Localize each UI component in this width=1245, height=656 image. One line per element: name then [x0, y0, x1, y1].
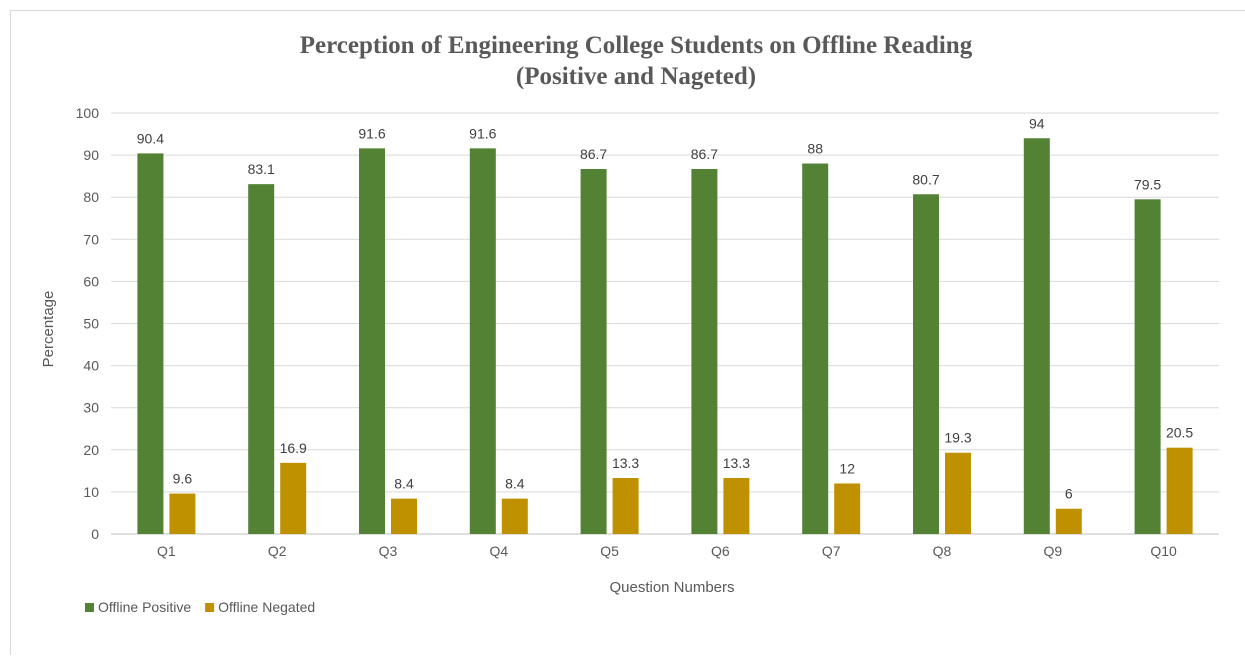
- x-tick-label: Q7: [822, 543, 841, 559]
- y-tick-label: 100: [76, 105, 100, 121]
- x-axis-ticks: Q1 Q2 Q3 Q4 Q5 Q6 Q7 Q8 Q9 Q10: [157, 543, 1177, 559]
- bar: [612, 478, 639, 534]
- x-axis-title: Question Numbers: [609, 579, 734, 596]
- legend-label: Offline Positive: [98, 599, 191, 615]
- chart-title: Perception of Engineering College Studen…: [300, 32, 973, 59]
- data-label: 86.7: [691, 146, 718, 162]
- bar: [248, 184, 275, 535]
- bars: [137, 138, 1193, 535]
- x-tick-label: Q4: [489, 543, 508, 559]
- data-label: 19.3: [944, 430, 971, 446]
- y-tick-label: 10: [83, 484, 99, 500]
- bar: [1023, 138, 1050, 534]
- y-axis-title: Percentage: [40, 291, 57, 368]
- data-label: 8.4: [505, 476, 525, 492]
- bar: [1055, 508, 1082, 534]
- data-label: 16.9: [280, 440, 307, 456]
- bar: [501, 498, 528, 534]
- data-label: 13.3: [723, 455, 750, 471]
- data-label: 6: [1065, 486, 1073, 502]
- data-label: 83.1: [248, 161, 275, 177]
- y-tick-label: 50: [83, 316, 99, 332]
- x-tick-label: Q9: [1043, 543, 1062, 559]
- bar: [169, 493, 196, 534]
- bar: [469, 148, 496, 534]
- data-label: 80.7: [912, 171, 939, 187]
- bar: [945, 452, 971, 534]
- data-label: 86.7: [580, 146, 607, 162]
- y-tick-label: 0: [91, 526, 99, 542]
- bar: [137, 153, 164, 534]
- y-tick-label: 60: [83, 273, 99, 289]
- bar-chart: Perception of Engineering College Studen…: [40, 32, 1219, 615]
- y-tick-label: 30: [83, 400, 99, 416]
- x-tick-label: Q10: [1150, 543, 1177, 559]
- bar: [834, 483, 861, 534]
- data-label: 91.6: [469, 125, 496, 141]
- data-label: 79.5: [1134, 176, 1161, 192]
- bar: [723, 478, 750, 534]
- y-tick-label: 80: [83, 189, 99, 205]
- chart-subtitle: (Positive and Nageted): [516, 63, 756, 90]
- bar: [802, 163, 829, 534]
- x-tick-label: Q2: [268, 543, 287, 559]
- data-labels: 90.4 9.6 83.1 16.9 91.6 8.4 91.6 8.4 86.7 13.3 86.…: [137, 115, 1194, 501]
- y-axis-ticks: 0 10 20 30 40 50 60 70 80 90 100: [76, 105, 100, 542]
- data-label: 9.6: [173, 471, 193, 487]
- y-tick-label: 40: [83, 358, 99, 374]
- bar: [280, 462, 307, 534]
- legend: Offline Positive Offline Negated: [85, 599, 315, 615]
- legend-swatch: [85, 603, 94, 612]
- x-tick-label: Q1: [157, 543, 176, 559]
- x-tick-label: Q8: [933, 543, 952, 559]
- gridlines: [111, 112, 1219, 535]
- data-label: 88: [807, 141, 823, 157]
- x-tick-label: Q3: [379, 543, 398, 559]
- data-label: 91.6: [358, 125, 385, 141]
- data-label: 13.3: [612, 455, 639, 471]
- data-label: 90.4: [137, 130, 164, 146]
- x-tick-label: Q6: [711, 543, 730, 559]
- bar: [359, 148, 385, 534]
- y-tick-label: 90: [83, 147, 99, 163]
- bar: [391, 498, 417, 534]
- bar: [913, 194, 939, 535]
- data-label: 94: [1029, 115, 1045, 131]
- data-label: 8.4: [394, 476, 414, 492]
- x-tick-label: Q5: [600, 543, 619, 559]
- legend-swatch: [205, 603, 215, 612]
- bar: [1134, 199, 1161, 534]
- bar: [580, 168, 607, 535]
- bar: [691, 168, 718, 535]
- chart-frame: Perception of Engineering College Studen…: [10, 10, 1245, 655]
- y-tick-label: 20: [83, 442, 99, 458]
- y-tick-label: 70: [83, 231, 99, 247]
- data-label: 20.5: [1166, 425, 1193, 441]
- bar: [1166, 447, 1193, 534]
- data-label: 12: [839, 460, 855, 476]
- legend-label: Offline Negated: [218, 599, 315, 615]
